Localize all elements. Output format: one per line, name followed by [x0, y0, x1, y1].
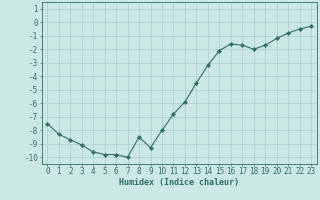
X-axis label: Humidex (Indice chaleur): Humidex (Indice chaleur): [119, 178, 239, 187]
